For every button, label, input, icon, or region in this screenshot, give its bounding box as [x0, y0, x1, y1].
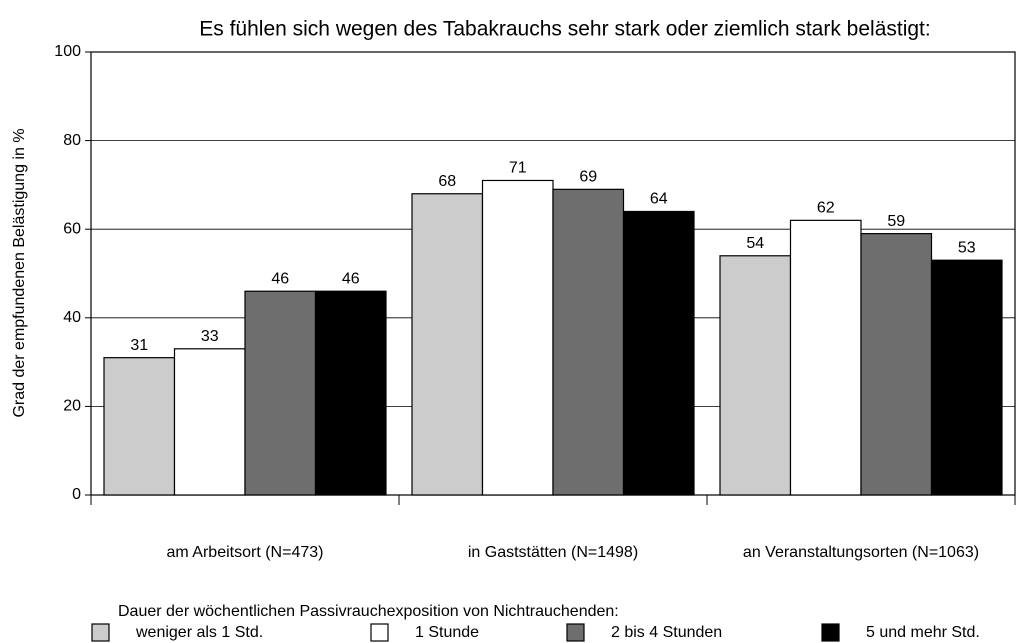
- data-label: 64: [650, 191, 668, 208]
- y-tick-label: 60: [63, 220, 81, 237]
- legend-label: 1 Stunde: [415, 624, 479, 641]
- data-label: 31: [130, 337, 148, 354]
- y-tick-label: 20: [63, 398, 81, 415]
- legend-swatch: [370, 623, 389, 642]
- x-tick-label: am Arbeitsort (N=473): [167, 544, 324, 561]
- legend-swatch: [821, 623, 840, 642]
- y-tick-label: 40: [63, 309, 81, 326]
- legend-label: 5 und mehr Std.: [866, 624, 980, 641]
- legend-label: 2 bis 4 Stunden: [611, 624, 722, 641]
- data-label: 71: [509, 160, 527, 177]
- x-tick-label: an Veranstaltungsorten (N=1063): [743, 544, 979, 561]
- x-tick-label: in Gaststätten (N=1498): [468, 544, 638, 561]
- y-tick-label: 0: [72, 486, 81, 503]
- y-tick-label: 100: [54, 43, 81, 60]
- legend-title: Dauer der wöchentlichen Passivrauchexpos…: [118, 603, 619, 620]
- legend-swatch: [91, 623, 110, 642]
- data-label: 46: [342, 270, 360, 287]
- bar: [789, 219, 862, 496]
- bar: [622, 210, 695, 496]
- bar: [930, 259, 1003, 496]
- data-label: 68: [438, 173, 456, 190]
- data-label: 59: [887, 213, 905, 230]
- legend-swatch: [566, 623, 585, 642]
- y-axis-label: Grad der empfundenen Belästigung in %: [11, 128, 28, 417]
- bar: [103, 357, 176, 496]
- bar: [860, 233, 933, 496]
- bar: [552, 188, 625, 496]
- bar: [411, 193, 484, 496]
- y-tick-label: 80: [63, 132, 81, 149]
- data-label: 62: [817, 200, 835, 217]
- legend-label: weniger als 1 Std.: [135, 624, 263, 641]
- bar: [244, 290, 317, 496]
- bar: [173, 348, 246, 496]
- chart-title: Es fühlen sich wegen des Tabakrauchs seh…: [199, 18, 930, 41]
- bar: [719, 255, 792, 496]
- data-label: 53: [958, 239, 976, 256]
- data-label: 46: [271, 270, 289, 287]
- data-label: 33: [201, 328, 219, 345]
- bar: [481, 179, 554, 496]
- data-label: 69: [579, 169, 597, 186]
- bar: [314, 290, 387, 496]
- data-label: 54: [746, 235, 764, 252]
